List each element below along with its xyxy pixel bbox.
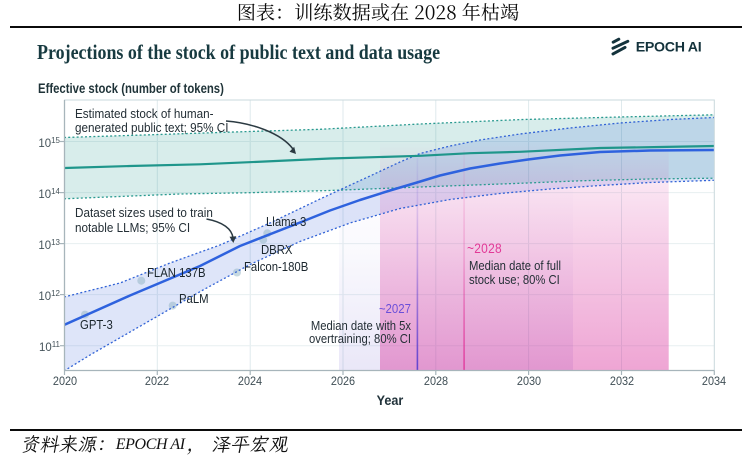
svg-text:EPOCH AI: EPOCH AI (636, 39, 702, 55)
svg-text:EPOCH AI: EPOCH AI (115, 436, 186, 453)
